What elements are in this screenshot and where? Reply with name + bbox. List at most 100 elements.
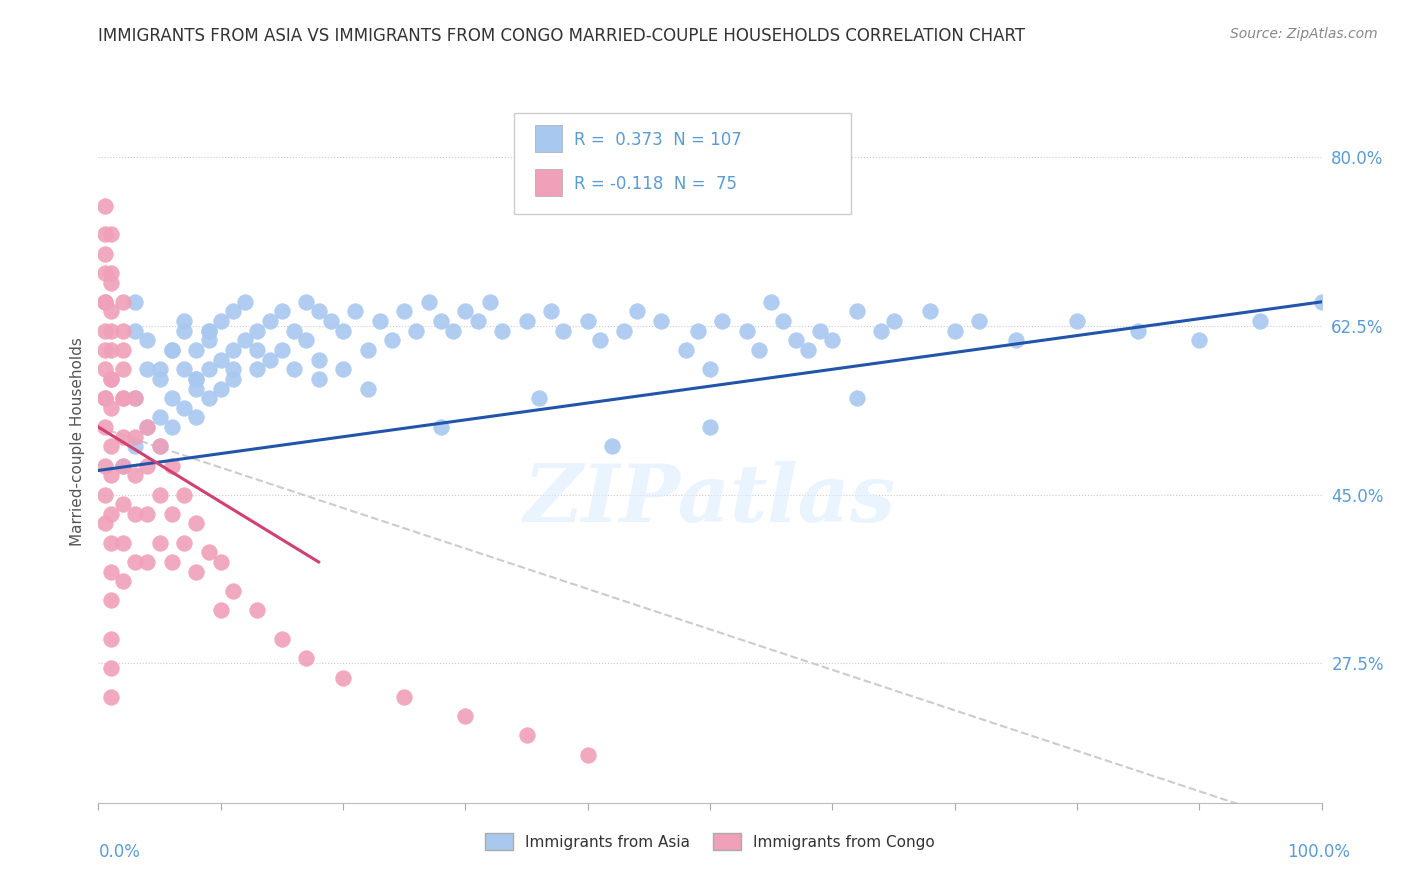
Point — [540, 304, 562, 318]
Point — [308, 304, 330, 318]
Point — [197, 324, 219, 338]
Point — [100, 468, 122, 483]
Point — [100, 372, 122, 386]
Point — [173, 324, 195, 338]
Point — [100, 439, 122, 453]
Point — [699, 362, 721, 376]
Point — [222, 362, 245, 376]
Point — [845, 304, 868, 318]
Point — [209, 555, 232, 569]
Point — [136, 507, 159, 521]
Point — [173, 535, 195, 549]
Point — [392, 304, 416, 318]
Point — [576, 314, 599, 328]
Point — [467, 314, 489, 328]
Point — [430, 420, 453, 434]
Point — [553, 324, 575, 338]
Point — [186, 565, 208, 579]
Point — [1250, 314, 1272, 328]
Point — [149, 439, 172, 453]
Point — [613, 324, 636, 338]
Point — [100, 324, 122, 338]
Point — [920, 304, 942, 318]
Point — [100, 343, 122, 357]
Point — [491, 324, 513, 338]
Point — [111, 430, 134, 444]
Point — [160, 555, 183, 569]
Point — [124, 507, 146, 521]
Point — [93, 294, 115, 309]
Point — [124, 439, 146, 453]
Point — [332, 671, 354, 685]
Text: ZIPatlas: ZIPatlas — [524, 460, 896, 538]
Point — [160, 343, 183, 357]
Point — [209, 603, 232, 617]
Point — [430, 314, 453, 328]
Point — [1188, 334, 1211, 348]
Text: R =  0.373  N = 107: R = 0.373 N = 107 — [574, 131, 742, 149]
Point — [93, 198, 115, 212]
Text: Source: ZipAtlas.com: Source: ZipAtlas.com — [1230, 27, 1378, 41]
Point — [173, 362, 195, 376]
Point — [686, 324, 709, 338]
Point — [270, 632, 294, 646]
Point — [589, 334, 612, 348]
Point — [93, 343, 115, 357]
Point — [392, 690, 416, 704]
Point — [93, 324, 115, 338]
Point — [405, 324, 427, 338]
Point — [124, 430, 146, 444]
Point — [186, 372, 208, 386]
Point — [136, 458, 159, 473]
Point — [785, 334, 807, 348]
Point — [93, 246, 115, 260]
Point — [1128, 324, 1150, 338]
Point — [100, 535, 122, 549]
Point — [136, 362, 159, 376]
Point — [209, 314, 232, 328]
Point — [160, 343, 183, 357]
Point — [454, 709, 477, 723]
Point — [100, 565, 122, 579]
Point — [308, 372, 330, 386]
Point — [711, 314, 734, 328]
Point — [246, 603, 269, 617]
Point — [283, 324, 305, 338]
Point — [197, 362, 219, 376]
Point — [418, 294, 440, 309]
Point — [111, 497, 134, 511]
Point — [967, 314, 990, 328]
Point — [186, 372, 208, 386]
Point — [356, 343, 378, 357]
Point — [283, 362, 305, 376]
FancyBboxPatch shape — [515, 112, 851, 214]
Point — [270, 304, 294, 318]
Point — [259, 314, 281, 328]
Point — [111, 391, 134, 405]
Point — [222, 372, 245, 386]
Point — [173, 487, 195, 501]
Point — [527, 391, 550, 405]
Point — [111, 458, 134, 473]
Point — [149, 487, 172, 501]
Point — [173, 314, 195, 328]
Point — [100, 593, 122, 607]
Point — [100, 507, 122, 521]
Point — [295, 334, 318, 348]
Point — [111, 324, 134, 338]
FancyBboxPatch shape — [536, 125, 562, 153]
Point — [295, 651, 318, 665]
Point — [821, 334, 844, 348]
Y-axis label: Married-couple Households: Married-couple Households — [69, 337, 84, 546]
Point — [1310, 294, 1333, 309]
Point — [270, 343, 294, 357]
Point — [124, 294, 146, 309]
Point — [259, 352, 281, 367]
Point — [149, 362, 172, 376]
Point — [233, 334, 256, 348]
Point — [699, 420, 721, 434]
Point — [295, 294, 318, 309]
Point — [100, 372, 122, 386]
Point — [149, 410, 172, 425]
Point — [93, 458, 115, 473]
